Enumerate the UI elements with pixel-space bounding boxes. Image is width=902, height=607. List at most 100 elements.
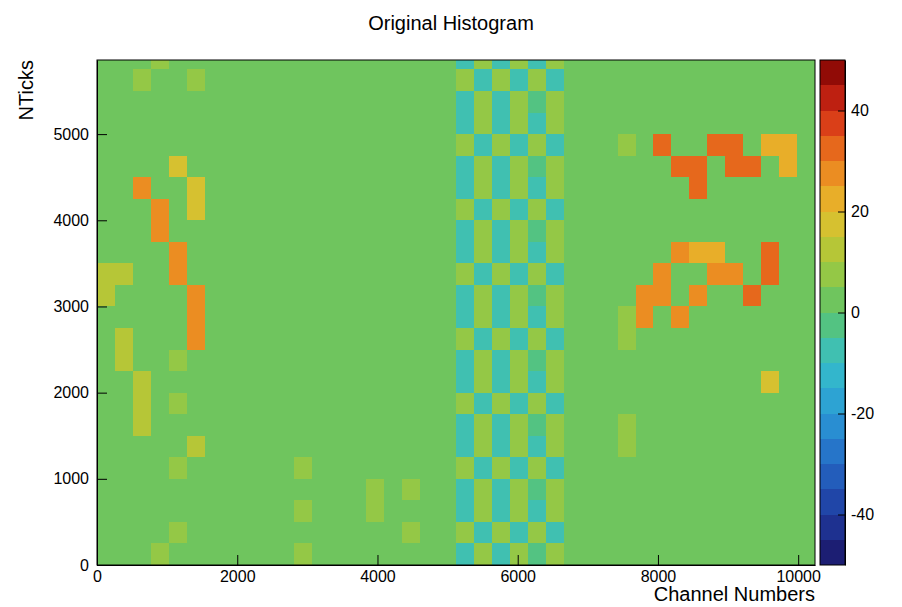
cell bbox=[97, 285, 115, 307]
cell bbox=[330, 543, 348, 565]
cell bbox=[743, 60, 761, 69]
cell bbox=[312, 522, 330, 544]
cell bbox=[743, 220, 761, 242]
cell bbox=[438, 414, 456, 436]
cell bbox=[294, 500, 312, 522]
cell bbox=[169, 60, 187, 69]
cell bbox=[492, 393, 510, 415]
cell bbox=[277, 91, 295, 113]
cell bbox=[115, 522, 133, 544]
cell bbox=[546, 242, 564, 264]
cell bbox=[636, 60, 654, 69]
cell bbox=[402, 436, 420, 458]
cell bbox=[223, 500, 241, 522]
cell bbox=[115, 414, 133, 436]
x-tick: 8000 bbox=[641, 555, 677, 585]
cell bbox=[725, 543, 743, 565]
cell bbox=[653, 242, 671, 264]
color-bar-step bbox=[820, 489, 845, 514]
cell bbox=[725, 371, 743, 393]
cell bbox=[689, 522, 707, 544]
cell bbox=[259, 350, 277, 372]
cell bbox=[618, 393, 636, 415]
cell bbox=[330, 69, 348, 91]
cell bbox=[492, 285, 510, 307]
cell bbox=[312, 306, 330, 328]
cell bbox=[312, 177, 330, 199]
cell bbox=[402, 479, 420, 501]
cell bbox=[546, 414, 564, 436]
cell bbox=[779, 393, 797, 415]
cell bbox=[420, 134, 438, 156]
cell bbox=[312, 113, 330, 135]
cell bbox=[277, 69, 295, 91]
cell bbox=[636, 306, 654, 328]
cell bbox=[97, 242, 115, 264]
cell bbox=[564, 263, 582, 285]
cell bbox=[97, 328, 115, 350]
cell bbox=[456, 414, 474, 436]
cell bbox=[600, 328, 618, 350]
cell bbox=[97, 263, 115, 285]
cell bbox=[689, 285, 707, 307]
cell bbox=[707, 500, 725, 522]
cell bbox=[707, 134, 725, 156]
cell bbox=[348, 393, 366, 415]
cell bbox=[474, 306, 492, 328]
cell bbox=[474, 220, 492, 242]
cell bbox=[205, 113, 223, 135]
cell bbox=[151, 199, 169, 221]
cell bbox=[474, 414, 492, 436]
cell bbox=[294, 134, 312, 156]
cell bbox=[277, 543, 295, 565]
cell bbox=[420, 414, 438, 436]
cell bbox=[312, 350, 330, 372]
cell bbox=[420, 60, 438, 69]
cell bbox=[223, 393, 241, 415]
cell bbox=[205, 500, 223, 522]
cell bbox=[97, 199, 115, 221]
x-tick: 6000 bbox=[500, 555, 536, 585]
x-tick-label: 6000 bbox=[500, 568, 536, 585]
cell bbox=[653, 306, 671, 328]
cell bbox=[330, 479, 348, 501]
cell bbox=[312, 414, 330, 436]
cell bbox=[600, 220, 618, 242]
cell bbox=[438, 220, 456, 242]
cell bbox=[115, 263, 133, 285]
cell bbox=[528, 371, 546, 393]
cell bbox=[169, 393, 187, 415]
cell bbox=[797, 350, 815, 372]
cell bbox=[797, 60, 815, 69]
cell bbox=[456, 285, 474, 307]
cell bbox=[151, 543, 169, 565]
cell bbox=[528, 177, 546, 199]
cell bbox=[636, 220, 654, 242]
cell bbox=[277, 479, 295, 501]
cell bbox=[743, 306, 761, 328]
cell bbox=[564, 414, 582, 436]
cell bbox=[223, 134, 241, 156]
cell bbox=[797, 220, 815, 242]
cell bbox=[743, 393, 761, 415]
cell bbox=[671, 436, 689, 458]
color-bar-step bbox=[820, 186, 845, 211]
cell bbox=[187, 371, 205, 393]
cell bbox=[384, 285, 402, 307]
cell bbox=[438, 328, 456, 350]
cell bbox=[600, 522, 618, 544]
cell bbox=[384, 242, 402, 264]
cell bbox=[797, 113, 815, 135]
cell bbox=[618, 371, 636, 393]
cell bbox=[348, 91, 366, 113]
cell bbox=[671, 522, 689, 544]
cell bbox=[312, 263, 330, 285]
cell bbox=[779, 199, 797, 221]
cell bbox=[366, 350, 384, 372]
cell bbox=[761, 60, 779, 69]
cell bbox=[330, 306, 348, 328]
cell bbox=[510, 220, 528, 242]
cell bbox=[510, 479, 528, 501]
cell bbox=[348, 199, 366, 221]
cell bbox=[689, 414, 707, 436]
